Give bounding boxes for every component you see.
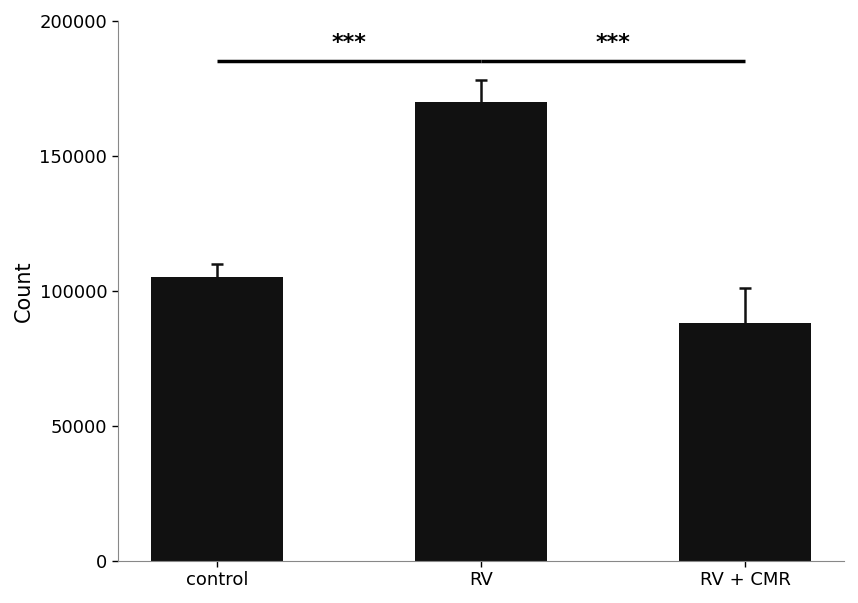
Text: ***: *** (595, 33, 631, 53)
Bar (679, 323, 811, 561)
Bar (151, 277, 283, 561)
Bar (415, 102, 547, 561)
Y-axis label: Count: Count (14, 260, 33, 321)
Text: ***: *** (331, 33, 366, 53)
